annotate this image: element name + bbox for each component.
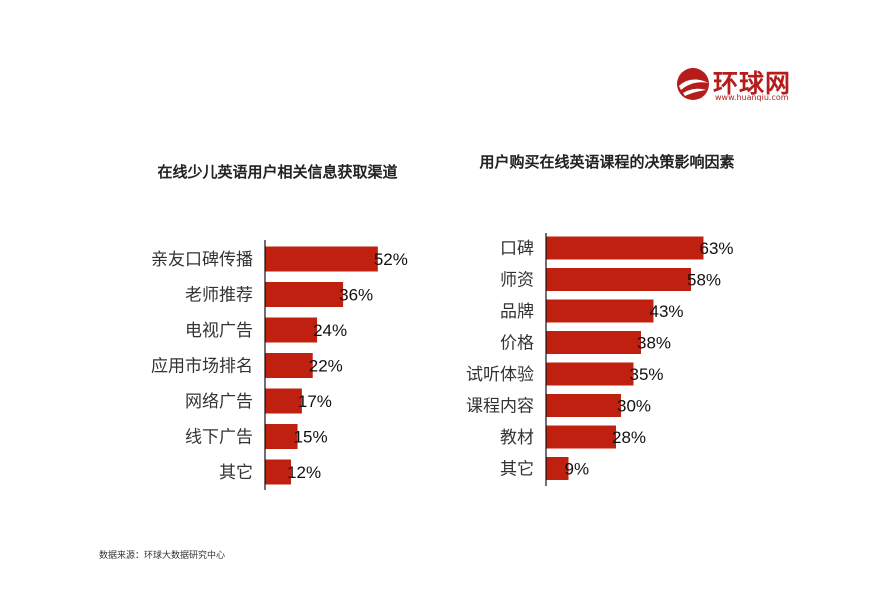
right-category-label: 价格 (500, 334, 534, 354)
left-category-label: 电视广告 (185, 321, 253, 341)
left-bar (265, 282, 344, 307)
data-source-note: 数据来源：环球大数据研究中心 (99, 551, 226, 561)
right-bar (546, 394, 621, 417)
left-bar (265, 424, 298, 449)
right-category-label: 品牌 (500, 302, 534, 322)
right-category-label: 其它 (500, 460, 534, 480)
right-data-label: 9% (565, 460, 590, 479)
left-data-label: 15% (294, 428, 328, 447)
left-category-label: 亲友口碑传播 (151, 250, 253, 270)
huanqiu-logo: 环球网 www.huanqiu.com (675, 66, 795, 106)
right-data-label: 63% (700, 239, 734, 258)
left-bar (265, 459, 292, 485)
right-data-label: 30% (617, 397, 651, 416)
left-category-label: 线下广告 (185, 428, 253, 448)
left-chart-title: 在线少儿英语用户相关信息获取渠道 (157, 163, 398, 181)
globe-logo-icon (677, 68, 709, 100)
right-bar (546, 236, 704, 260)
right-bar (546, 268, 691, 291)
right-data-label: 35% (630, 365, 664, 384)
left-bar (265, 388, 302, 414)
left-data-label: 24% (313, 321, 347, 340)
left-data-label: 36% (339, 286, 373, 305)
left-data-label: 17% (298, 392, 332, 411)
logo-text: 环球网 (713, 69, 792, 98)
right-bar (546, 362, 634, 386)
left-category-label: 网络广告 (185, 392, 253, 412)
right-bar (546, 425, 616, 449)
left-data-label: 52% (374, 250, 408, 269)
left-bar (265, 317, 318, 343)
left-category-label: 其它 (219, 463, 253, 483)
right-data-label: 43% (650, 302, 684, 321)
right-data-label: 58% (687, 271, 721, 290)
right-category-label: 口碑 (500, 239, 534, 259)
right-category-label: 教材 (500, 428, 534, 448)
right-bar (546, 299, 654, 323)
left-data-label: 12% (287, 463, 321, 482)
left-data-label: 22% (309, 357, 343, 376)
right-data-label: 38% (637, 334, 671, 353)
right-bar (546, 457, 569, 480)
right-category-label: 试听体验 (466, 365, 534, 385)
left-category-label: 应用市场排名 (151, 357, 253, 377)
right-bar (546, 331, 641, 354)
logo-url: www.huanqiu.com (715, 93, 789, 102)
left-bar (265, 246, 378, 272)
left-category-label: 老师推荐 (185, 286, 253, 306)
right-data-label: 28% (612, 428, 646, 447)
right-category-label: 课程内容 (466, 397, 534, 417)
right-category-label: 师资 (500, 271, 534, 291)
left-bar (265, 353, 313, 378)
right-chart-title: 用户购买在线英语课程的决策影响因素 (479, 153, 735, 171)
